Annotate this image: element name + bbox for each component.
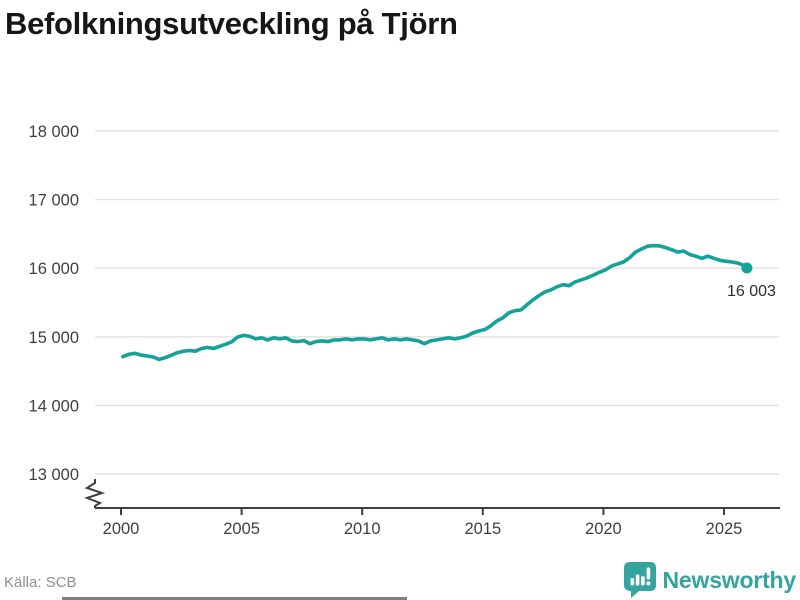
y-tick-label: 13 000 [29, 466, 79, 484]
axis-break-icon [84, 479, 106, 508]
source-note: Källa: SCB [4, 574, 77, 591]
end-value-label: 16 003 [727, 283, 776, 300]
x-tick-label: 2015 [464, 520, 501, 538]
y-tick-label: 16 000 [29, 260, 79, 278]
x-tick-label: 2025 [706, 520, 743, 538]
newsworthy-badge-icon [623, 562, 656, 598]
newsworthy-logo: Newsworthy [623, 561, 797, 599]
y-tick-label: 17 000 [29, 192, 79, 210]
chart-title: Befolkningsutveckling på Tjörn [5, 6, 458, 41]
end-point-dot [741, 262, 753, 274]
y-tick-label: 14 000 [29, 397, 79, 415]
bottom-crop-strip [62, 597, 407, 600]
x-tick-label: 2010 [344, 520, 381, 538]
x-tick-label: 2020 [585, 520, 622, 538]
y-tick-label: 15 000 [29, 329, 79, 347]
x-tick-label: 2005 [223, 520, 260, 538]
population-line [121, 243, 749, 362]
x-tick-label: 2000 [103, 520, 140, 538]
newsworthy-wordmark: Newsworthy [662, 566, 797, 593]
y-tick-label: 18 000 [29, 123, 79, 141]
